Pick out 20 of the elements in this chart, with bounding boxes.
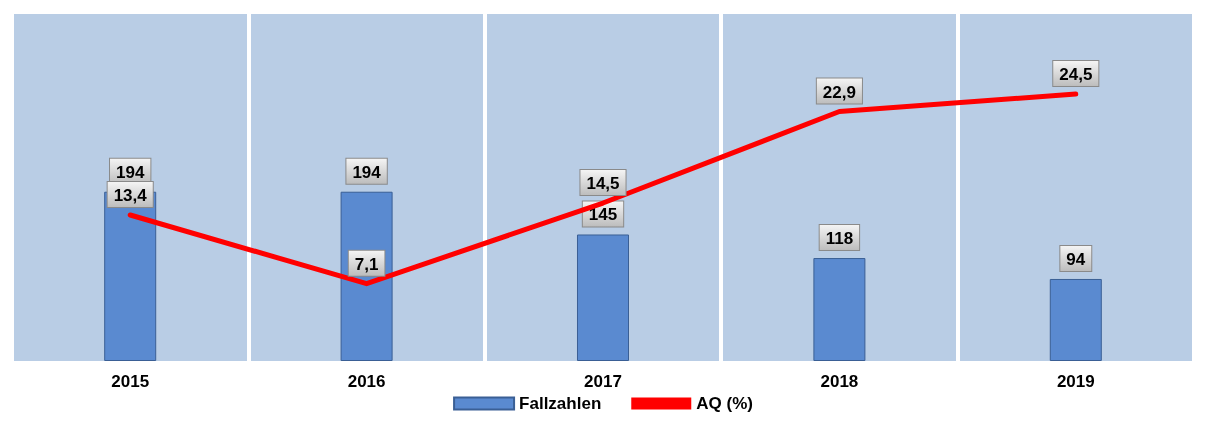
x-tick-label: 2017 (584, 372, 622, 391)
data-label: 118 (825, 229, 854, 249)
bar (813, 258, 866, 361)
data-label: 13,4 (113, 186, 148, 206)
data-label: 7,1 (354, 254, 379, 274)
legend-label: Fallzahlen (519, 394, 602, 413)
data-label: 24,5 (1059, 65, 1093, 85)
data-label: 22,9 (822, 82, 856, 102)
data-label: 194 (116, 162, 145, 182)
x-tick-label: 2019 (1056, 372, 1095, 391)
data-label: 94 (1066, 249, 1086, 269)
data-label: 14,5 (586, 174, 620, 194)
x-tick-label: 2015 (111, 372, 150, 391)
x-tick-label: 2018 (820, 372, 859, 391)
bar (1049, 278, 1102, 361)
data-label: 194 (352, 162, 382, 182)
x-tick-label: 2016 (347, 372, 386, 391)
legend-label: AQ (%) (696, 394, 753, 413)
data-label: 145 (588, 205, 618, 225)
bar (577, 234, 629, 361)
